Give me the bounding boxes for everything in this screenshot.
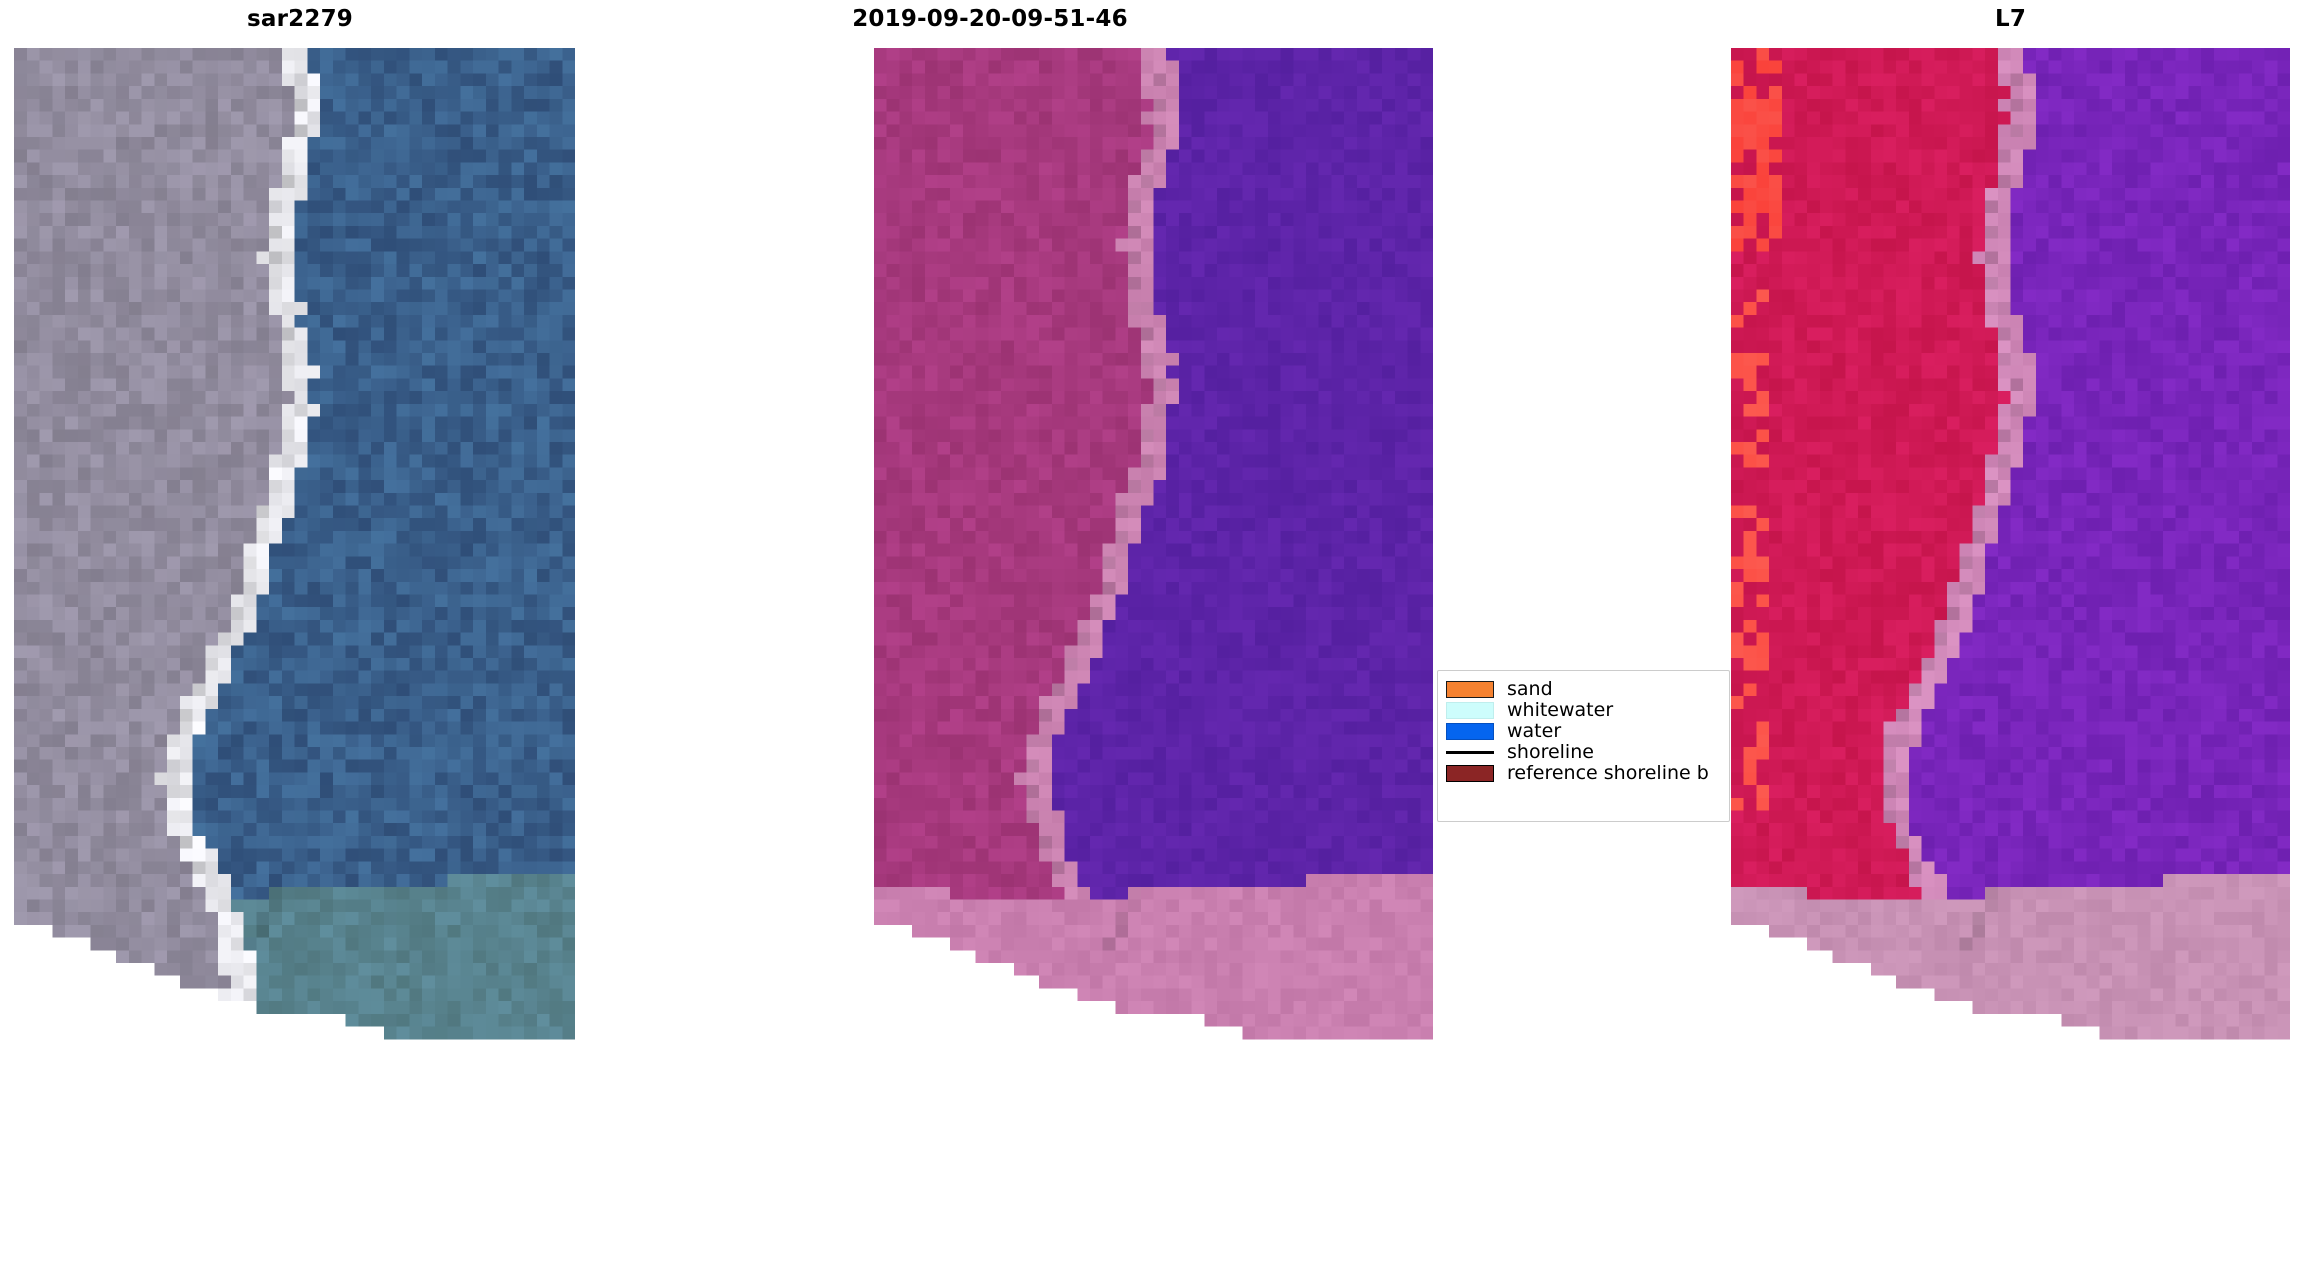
rgb-raster [14,48,575,1268]
legend-line-shoreline [1446,750,1494,754]
legend-row-reference-shoreline-buffer: reference shoreline b [1446,761,1709,785]
panel-index: L7 [1460,0,2304,1283]
panel-rgb: sar2279 [0,0,600,1283]
panel-rgb-title: sar2279 [247,6,353,32]
legend-label-reference-shoreline-buffer: reference shoreline b [1507,761,1709,784]
index-raster [1731,48,2290,1268]
legend-box: sand whitewater water shoreline referenc… [1437,670,1730,822]
panel-classification-title: 2019-09-20-09-51-46 [852,6,1128,32]
panel-index-title: L7 [1994,6,2027,32]
legend-row-whitewater: whitewater [1446,698,1613,722]
panel-classification: 2019-09-20-09-51-46 [600,0,1460,1283]
legend-row-shoreline: shoreline [1446,740,1594,764]
classification-raster [874,48,1433,1268]
legend-label-sand: sand [1507,677,1553,700]
legend-label-whitewater: whitewater [1507,698,1614,721]
legend-swatch-water [1446,722,1494,740]
legend-swatch-reference-shoreline-buffer [1446,764,1494,782]
legend-row-water: water [1446,719,1561,743]
panel-index-axes [1731,48,2290,1268]
legend-swatch-whitewater [1446,701,1494,719]
panel-classification-axes [874,48,1433,1268]
panel-rgb-axes [14,48,575,1268]
legend-label-water: water [1507,719,1562,742]
legend-row-sand: sand [1446,677,1553,701]
legend-label-shoreline: shoreline [1507,740,1594,763]
legend-swatch-sand [1446,680,1494,698]
